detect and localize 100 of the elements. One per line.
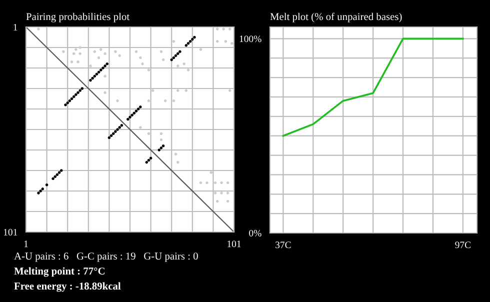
point xyxy=(134,110,138,112)
point xyxy=(106,62,109,66)
point xyxy=(104,91,106,94)
point xyxy=(66,101,69,104)
point xyxy=(172,99,176,102)
point xyxy=(170,58,173,62)
point xyxy=(132,112,136,114)
point xyxy=(110,134,113,138)
point xyxy=(186,68,190,72)
point xyxy=(74,48,78,51)
point xyxy=(39,190,42,192)
point xyxy=(193,36,196,39)
point xyxy=(147,132,150,135)
point xyxy=(114,130,117,133)
point xyxy=(37,192,40,194)
point xyxy=(160,50,163,53)
x-tick-label: 97C xyxy=(455,242,470,248)
point xyxy=(182,62,186,66)
point xyxy=(226,181,230,184)
point xyxy=(104,74,106,78)
point xyxy=(76,91,80,94)
point xyxy=(222,28,225,30)
text: A-U pairs : 6 G-C pairs : 19 G-U pairs : 0 xyxy=(14,252,198,262)
point xyxy=(220,192,223,194)
point xyxy=(108,136,111,140)
point xyxy=(141,62,144,66)
point xyxy=(74,93,78,96)
point xyxy=(184,44,188,47)
point xyxy=(160,138,163,142)
point xyxy=(78,89,82,92)
point xyxy=(214,181,217,184)
point xyxy=(70,60,74,64)
point xyxy=(226,192,230,194)
point xyxy=(78,52,82,56)
point xyxy=(188,40,192,43)
y-tick-label: 0% xyxy=(249,230,262,236)
point xyxy=(147,99,150,102)
x-tick-label: 37C xyxy=(276,242,291,248)
point xyxy=(139,126,142,129)
point xyxy=(151,89,154,92)
point xyxy=(64,104,67,106)
point xyxy=(99,48,102,51)
point xyxy=(206,181,208,184)
point xyxy=(116,99,119,102)
point xyxy=(54,175,57,178)
point xyxy=(158,148,161,152)
point xyxy=(199,48,202,51)
point xyxy=(228,28,232,30)
point xyxy=(216,200,219,203)
point xyxy=(104,64,106,68)
point xyxy=(60,169,63,172)
point xyxy=(139,106,142,108)
point xyxy=(184,89,188,92)
point xyxy=(112,132,115,135)
point xyxy=(97,56,100,60)
point xyxy=(147,68,150,72)
point xyxy=(172,40,176,43)
point xyxy=(56,173,59,176)
point xyxy=(114,50,117,53)
point xyxy=(78,46,82,49)
point xyxy=(172,56,176,60)
point xyxy=(80,87,84,90)
point xyxy=(93,50,96,53)
point xyxy=(89,78,92,82)
point xyxy=(41,188,44,190)
point xyxy=(176,160,180,164)
point xyxy=(199,181,202,184)
point xyxy=(52,177,54,180)
point xyxy=(191,38,194,41)
point xyxy=(128,116,132,119)
point xyxy=(99,68,102,72)
point xyxy=(116,128,119,131)
point xyxy=(210,171,213,174)
chart-title: Melt plot (% of unpaired bases) xyxy=(270,12,402,22)
point xyxy=(118,126,121,129)
point xyxy=(136,108,140,110)
point xyxy=(176,64,180,68)
point xyxy=(176,52,180,56)
point xyxy=(58,171,61,174)
point xyxy=(162,58,165,62)
point xyxy=(228,89,232,92)
point xyxy=(174,54,178,58)
point xyxy=(220,181,223,184)
point xyxy=(130,114,134,117)
x-tick-label: 101 xyxy=(228,240,241,248)
point xyxy=(134,50,138,53)
point xyxy=(72,52,76,56)
point xyxy=(139,56,142,60)
point xyxy=(37,28,40,30)
point xyxy=(224,40,228,43)
point xyxy=(216,40,219,43)
point xyxy=(160,132,163,135)
point xyxy=(102,66,104,70)
point xyxy=(230,42,234,45)
point xyxy=(95,72,98,76)
point xyxy=(164,99,167,102)
point xyxy=(186,42,190,45)
point xyxy=(174,152,178,156)
point xyxy=(126,118,130,121)
x-tick-label: 1 xyxy=(24,240,28,248)
